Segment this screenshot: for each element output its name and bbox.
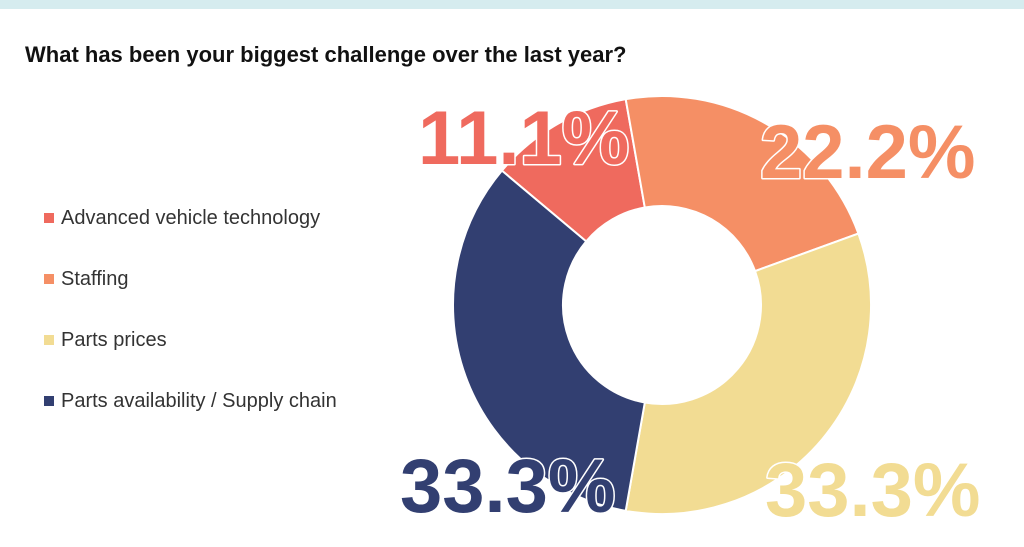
- legend-item-parts-prices: Parts prices: [44, 328, 337, 352]
- legend: Advanced vehicle technology Staffing Par…: [44, 206, 337, 450]
- pct-label-advanced-vehicle-technology: 11.1%: [418, 96, 629, 181]
- pct-label-parts-prices: 33.3%: [765, 448, 981, 533]
- legend-item-parts-availability: Parts availability / Supply chain: [44, 389, 337, 413]
- legend-swatch: [44, 335, 54, 345]
- legend-label: Staffing: [61, 267, 129, 290]
- legend-swatch: [44, 396, 54, 406]
- legend-label: Parts availability / Supply chain: [61, 389, 337, 412]
- legend-item-staffing: Staffing: [44, 267, 337, 291]
- legend-label: Advanced vehicle technology: [61, 206, 321, 229]
- donut-slice-parts-prices: [624, 232, 872, 515]
- legend-swatch: [44, 274, 54, 284]
- top-accent-band: [0, 0, 1024, 9]
- legend-label: Parts prices: [61, 328, 167, 351]
- donut-slice-parts-availability: [452, 169, 646, 512]
- pct-label-staffing: 22.2%: [760, 110, 976, 195]
- legend-item-advanced-vehicle-technology: Advanced vehicle technology: [44, 206, 337, 230]
- pct-label-parts-availability: 33.3%: [400, 444, 616, 529]
- legend-swatch: [44, 213, 54, 223]
- donut-slice-staffing: [624, 95, 860, 273]
- chart-title: What has been your biggest challenge ove…: [25, 42, 627, 67]
